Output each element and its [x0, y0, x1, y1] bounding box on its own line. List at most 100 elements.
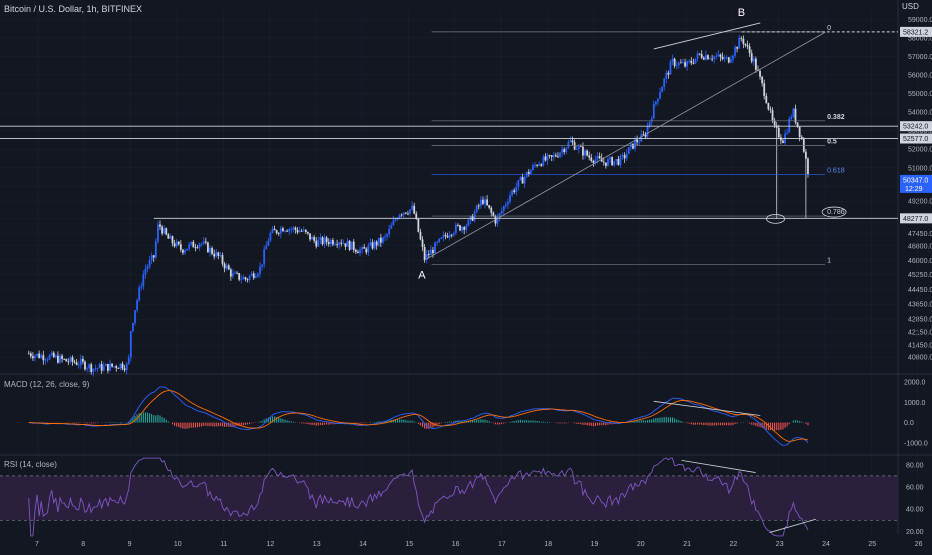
time-tick-label: 11 — [220, 541, 227, 548]
candle-body — [107, 363, 109, 371]
time-tick-label: 22 — [730, 541, 738, 548]
candle-body — [725, 57, 728, 59]
candle-body — [302, 229, 305, 231]
candle-body — [271, 228, 274, 233]
rsi-tick-label: 60.00 — [906, 485, 924, 492]
candle-body — [538, 164, 541, 166]
candle-body — [69, 357, 72, 363]
candle-body — [590, 157, 593, 161]
candle-body — [211, 247, 213, 254]
candle-body — [361, 247, 363, 250]
candle-body — [325, 237, 328, 242]
candle-body — [354, 249, 357, 252]
candle-body — [742, 38, 745, 44]
candle-body — [48, 355, 51, 360]
candle-body — [750, 53, 753, 62]
candle-body — [184, 250, 186, 253]
price-tick-label: 55000.0 — [908, 91, 932, 98]
time-tick-label: 15 — [405, 541, 413, 548]
candle-body — [604, 162, 607, 166]
candle-body — [188, 244, 191, 249]
candle-body — [673, 58, 676, 66]
candle-body — [371, 242, 374, 249]
candle-body — [298, 230, 301, 233]
candle-body — [332, 240, 334, 245]
candle-body — [461, 227, 464, 231]
candle-body — [459, 225, 461, 231]
rsi-divergence-top-line — [681, 459, 756, 473]
candle-body — [340, 242, 343, 244]
rsi-title: RSI (14, close) — [4, 460, 57, 469]
candle-body — [640, 134, 643, 142]
candle-body — [507, 202, 509, 205]
candle-body — [482, 199, 484, 204]
candle-body — [154, 241, 157, 258]
candle-body — [752, 58, 755, 62]
time-tick-label: 13 — [313, 541, 321, 548]
candle-body — [348, 240, 351, 250]
candle-body — [571, 140, 574, 143]
price-tick-label: 51000.0 — [908, 165, 932, 172]
candle-body — [534, 165, 536, 166]
macd-line — [28, 386, 809, 446]
candle-body — [586, 150, 589, 156]
candle-body — [771, 110, 774, 121]
candle-body — [694, 58, 697, 64]
candle-body — [117, 368, 120, 369]
candle-body — [511, 190, 514, 196]
candle-body — [788, 118, 791, 133]
candle-body — [609, 157, 611, 160]
candle-body — [146, 266, 149, 269]
candle-body — [594, 159, 597, 163]
candle-body — [727, 57, 730, 63]
candle-body — [157, 224, 159, 242]
candle-body — [36, 353, 38, 356]
candle-body — [667, 72, 670, 75]
candle-body — [665, 72, 668, 79]
candle-body — [540, 164, 543, 166]
candle-body — [767, 103, 770, 110]
candle-body — [654, 101, 657, 104]
price-tick-label: 53000.0 — [908, 128, 932, 135]
candle-body — [46, 359, 49, 361]
candle-body — [242, 277, 245, 280]
candle-body — [567, 142, 570, 148]
candle-body — [150, 255, 153, 261]
candle-body — [550, 155, 553, 157]
candle-body — [252, 273, 255, 278]
candle-body — [509, 195, 511, 203]
candle-body — [569, 140, 572, 143]
candle-body — [38, 353, 41, 358]
candle-body — [350, 241, 353, 250]
candle-body — [267, 240, 270, 246]
candle-body — [398, 214, 401, 219]
candle-body — [719, 54, 722, 57]
candle-body — [794, 108, 797, 123]
macd-tick-label: -1000.0 — [904, 440, 928, 447]
candle-body — [92, 368, 95, 372]
candle-body — [384, 236, 386, 238]
candle-body — [288, 229, 291, 232]
candle-body — [442, 234, 445, 238]
candle-body — [450, 234, 453, 236]
candle-body — [754, 58, 757, 70]
candle-body — [52, 352, 55, 358]
candle-body — [623, 155, 626, 159]
candle-body — [54, 355, 57, 358]
candle-body — [769, 109, 772, 111]
candle-body — [615, 159, 618, 161]
candle-body — [492, 212, 495, 217]
candle-body — [486, 199, 489, 206]
candle-body — [196, 247, 199, 249]
candle-body — [465, 225, 468, 230]
price-tick-label: 54000.0 — [908, 110, 932, 117]
wick-highlight-ellipse — [766, 213, 785, 224]
candle-body — [32, 356, 34, 359]
candle-body — [77, 364, 80, 366]
candle-body — [309, 233, 311, 240]
candle-body — [563, 149, 566, 153]
fib-0786-highlight — [821, 206, 847, 218]
candle-body — [142, 274, 145, 287]
